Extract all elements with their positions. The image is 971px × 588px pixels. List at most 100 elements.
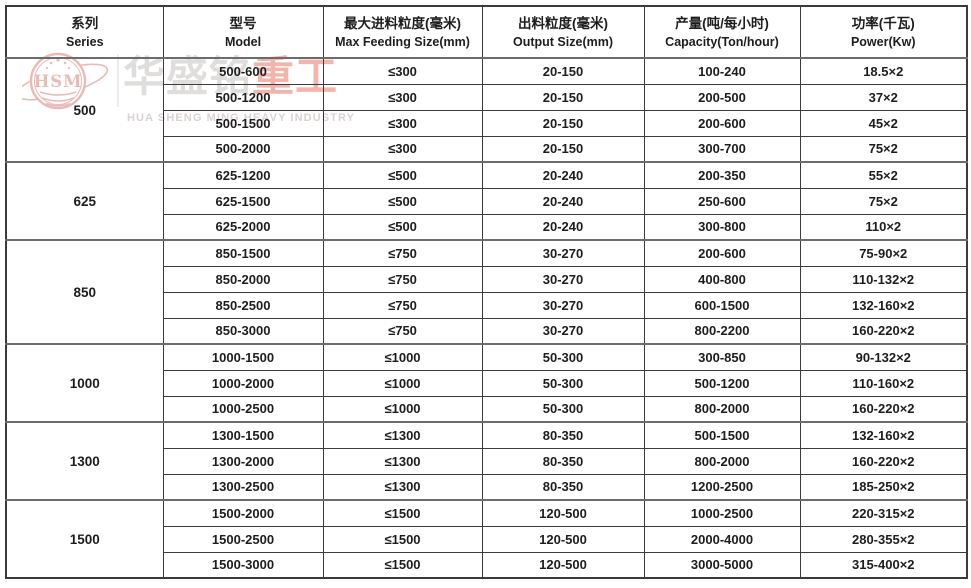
table-cell: 80-350	[481, 473, 645, 501]
table-cell: 75×2	[799, 187, 968, 215]
table-cell: 800-2200	[643, 317, 801, 345]
table-row: 1000-2500 ≤1000 50-300 800-2000 160-220×2	[6, 395, 968, 423]
table-cell: ≤750	[322, 239, 483, 267]
table-row: 1000 1000-1500 ≤1000 50-300 300-850 90-132×2	[5, 343, 968, 423]
table-row: 500-2000 ≤300 20-150 300-700 75×2	[6, 135, 968, 163]
column-header-zh: 型号	[229, 16, 257, 32]
column-header-zh: 系列	[71, 16, 99, 32]
table-cell: 1300-2500	[162, 473, 324, 501]
table-cell: 80-350	[481, 421, 645, 449]
table-cell: 400-800	[643, 265, 801, 293]
column-header-1: 型号 Model	[162, 5, 324, 59]
column-header-5: 功率(千瓦) Power(Kw)	[799, 5, 968, 59]
table-cell: 120-500	[481, 551, 645, 579]
series-cell: 1500	[5, 499, 164, 579]
series-cell: 1000	[5, 343, 164, 423]
table-cell: 45×2	[799, 109, 968, 137]
table-row: 500-1200 ≤300 20-150 200-500 37×2	[6, 83, 968, 111]
table-cell: 100-240	[643, 57, 801, 85]
table-cell: 220-315×2	[799, 499, 968, 527]
table-cell: 500-2000	[162, 135, 324, 163]
table-cell: ≤750	[322, 291, 483, 319]
table-cell: 20-150	[481, 135, 645, 163]
table-cell: 160-220×2	[799, 447, 968, 475]
table-cell: ≤1500	[322, 499, 483, 527]
table-cell: ≤1000	[322, 343, 483, 371]
table-row: 850-2000 ≤750 30-270 400-800 110-132×2	[6, 265, 968, 293]
column-header-zh: 产量(吨/每小时)	[675, 16, 769, 32]
table-cell: 300-850	[643, 343, 801, 371]
table-cell: 30-270	[481, 291, 645, 319]
table-cell: 20-150	[481, 109, 645, 137]
table-cell: 2000-4000	[643, 525, 801, 553]
table-row: 625-2000 ≤500 20-240 300-800 110×2	[6, 213, 968, 241]
table-cell: ≤1300	[322, 421, 483, 449]
table-cell: 160-220×2	[799, 395, 968, 423]
table-cell: 800-2000	[643, 395, 801, 423]
table-cell: 850-1500	[162, 239, 324, 267]
table-cell: 500-1500	[162, 109, 324, 137]
header-row: 系列 Series 型号 Model 最大进料粒度(毫米) Max Feeding Siz…	[5, 5, 968, 59]
table-cell: ≤1300	[322, 447, 483, 475]
series-group-500: 500 500-600 ≤300 20-150 100-240 18.5×2 500-120…	[5, 57, 968, 163]
table-cell: 160-220×2	[799, 317, 968, 345]
table-cell: 625-1500	[162, 187, 324, 215]
table-cell: 3000-5000	[643, 551, 801, 579]
table-cell: ≤1000	[322, 369, 483, 397]
table-cell: 20-150	[481, 57, 645, 85]
series-group-850: 850 850-1500 ≤750 30-270 200-600 75-90×2 850-2…	[5, 239, 968, 345]
table-row: 1300-2000 ≤1300 80-350 800-2000 160-220×2	[6, 447, 968, 475]
table-cell: 500-1200	[162, 83, 324, 111]
column-header-zh: 出料粒度(毫米)	[518, 16, 608, 32]
table-cell: 37×2	[799, 83, 968, 111]
column-header-2: 最大进料粒度(毫米) Max Feeding Size(mm)	[322, 5, 483, 59]
table-cell: 1000-2500	[162, 395, 324, 423]
table-cell: 1500-2500	[162, 525, 324, 553]
table-cell: 75-90×2	[799, 239, 968, 267]
table-cell: 120-500	[481, 525, 645, 553]
table-cell: 250-600	[643, 187, 801, 215]
table-cell: 18.5×2	[799, 57, 968, 85]
column-header-en: Power(Kw)	[850, 34, 916, 49]
table-row: 1500-2500 ≤1500 120-500 2000-4000 280-355×2	[6, 525, 968, 553]
table-cell: 200-600	[643, 109, 801, 137]
column-header-3: 出料粒度(毫米) Output Size(mm)	[481, 5, 645, 59]
table-cell: 300-800	[643, 213, 801, 241]
series-cell: 850	[5, 239, 164, 345]
series-cell: 500	[5, 57, 164, 163]
series-group-1500: 1500 1500-2000 ≤1500 120-500 1000-2500 220-31…	[5, 499, 968, 579]
column-header-en: Series	[65, 34, 104, 49]
table-cell: 1300-1500	[162, 421, 324, 449]
series-group-1300: 1300 1300-1500 ≤1300 80-350 500-1500 132-160×…	[5, 421, 968, 501]
table-cell: 1000-2500	[643, 499, 801, 527]
column-header-zh: 最大进料粒度(毫米)	[344, 16, 461, 32]
table-cell: ≤500	[322, 161, 483, 189]
table-header: 系列 Series 型号 Model 最大进料粒度(毫米) Max Feeding Siz…	[5, 5, 968, 59]
table-cell: 110×2	[799, 213, 968, 241]
spec-table: 系列 Series 型号 Model 最大进料粒度(毫米) Max Feeding Siz…	[5, 5, 968, 579]
column-header-en: Max Feeding Size(mm)	[335, 34, 470, 49]
table-cell: 500-1200	[643, 369, 801, 397]
table-cell: 132-160×2	[799, 421, 968, 449]
table-cell: 30-270	[481, 239, 645, 267]
table-row: 1500-3000 ≤1500 120-500 3000-5000 315-400×2	[6, 551, 968, 579]
table-cell: 30-270	[481, 265, 645, 293]
column-header-en: Model	[224, 34, 262, 49]
table-cell: 1200-2500	[643, 473, 801, 501]
table-cell: ≤300	[322, 57, 483, 85]
series-cell: 625	[5, 161, 164, 241]
table-cell: 500-600	[162, 57, 324, 85]
table-cell: 110-160×2	[799, 369, 968, 397]
table-cell: 315-400×2	[799, 551, 968, 579]
table-cell: 90-132×2	[799, 343, 968, 371]
table-cell: 200-600	[643, 239, 801, 267]
table-cell: 1300-2000	[162, 447, 324, 475]
table-cell: 280-355×2	[799, 525, 968, 553]
table-cell: 600-1500	[643, 291, 801, 319]
column-header-zh: 功率(千瓦)	[851, 16, 915, 32]
table-cell: 800-2000	[643, 447, 801, 475]
table-cell: 200-350	[643, 161, 801, 189]
series-group-1000: 1000 1000-1500 ≤1000 50-300 300-850 90-132×2 1…	[5, 343, 968, 423]
table-cell: 850-3000	[162, 317, 324, 345]
